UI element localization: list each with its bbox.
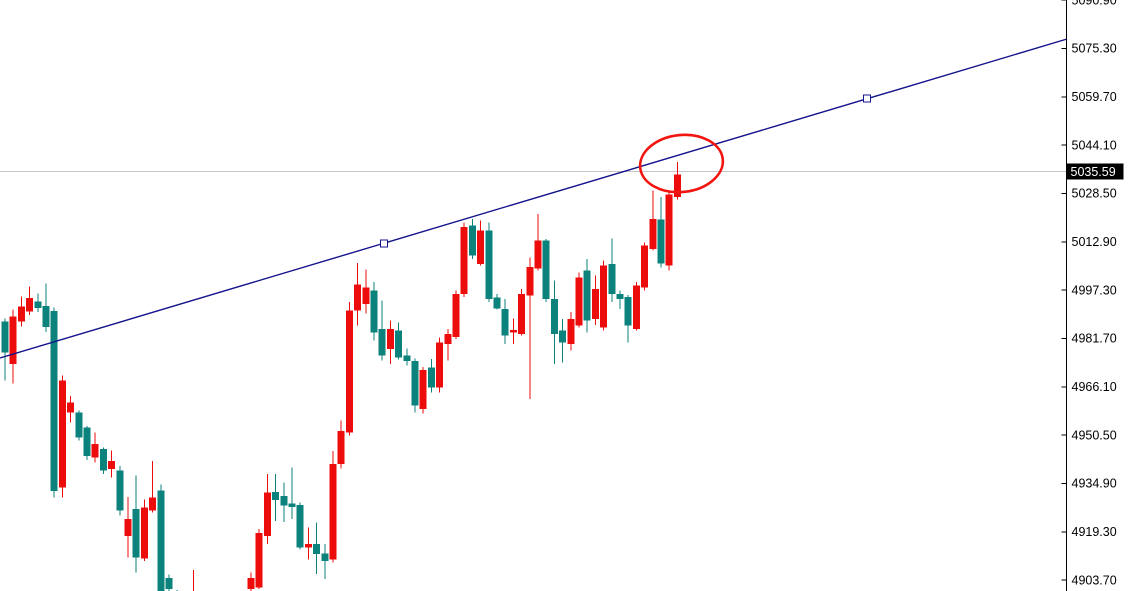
bull-candle-body <box>255 533 263 588</box>
bear-candle-body <box>34 301 42 308</box>
bull-candle-body <box>600 265 608 328</box>
bull-candle-body <box>509 330 517 333</box>
price-tick-label: 5090.90 <box>1072 0 1117 7</box>
bid-price-label: 5035.59 <box>1071 165 1116 179</box>
bear-candle-body <box>485 230 493 299</box>
bull-candle-body <box>304 544 312 548</box>
price-tick-label: 4997.30 <box>1072 283 1117 297</box>
price-tick-label: 5012.90 <box>1072 235 1117 249</box>
bear-candle-body <box>583 270 591 321</box>
bull-candle-body <box>641 245 649 288</box>
bear-candle-body <box>296 504 304 548</box>
bull-candle-body <box>124 519 132 536</box>
trendline-handle[interactable] <box>379 239 389 248</box>
bull-candle-body <box>518 293 526 334</box>
bear-candle-body <box>165 577 173 589</box>
bear-candle-body <box>83 427 91 456</box>
bear-candle-body <box>288 503 296 507</box>
bear-candle-body <box>99 449 107 471</box>
price-tick-label: 5028.50 <box>1072 187 1117 201</box>
bull-candle-body <box>444 334 452 345</box>
bear-candle-body <box>624 297 632 326</box>
bull-candle-body <box>362 287 370 304</box>
bull-candle-body <box>419 370 427 410</box>
bear-candle-body <box>313 544 321 555</box>
bear-candle-body <box>1 321 9 353</box>
price-tick-label: 4919.30 <box>1072 525 1117 539</box>
bear-candle-body <box>50 311 58 491</box>
price-tick-label: 4934.90 <box>1072 477 1117 491</box>
bear-candle-body <box>427 367 435 388</box>
bull-candle-body <box>452 293 460 338</box>
bull-candle-body <box>436 342 444 388</box>
bull-candle-body <box>534 240 542 269</box>
price-tick-label: 4981.70 <box>1072 332 1117 346</box>
bull-candle-body <box>354 284 362 311</box>
bull-candle-body <box>17 306 25 322</box>
bull-candle-body <box>91 444 99 458</box>
bull-candle-body <box>386 328 394 349</box>
bull-candle-body <box>665 194 673 266</box>
bull-candle-body <box>575 277 583 326</box>
bull-candle-body <box>9 316 17 364</box>
bull-candle-body <box>263 492 271 536</box>
price-tick-label: 4966.10 <box>1072 380 1117 394</box>
bear-candle-body <box>501 309 509 336</box>
bear-candle-body <box>403 355 411 362</box>
bear-candle-body <box>280 495 288 506</box>
bull-candle-body <box>460 227 468 294</box>
bear-candle-body <box>411 361 419 406</box>
ellipse-annotation[interactable] <box>637 131 726 196</box>
bear-candle-body <box>132 508 140 558</box>
bear-candle-body <box>272 491 280 501</box>
price-tick-label: 5075.30 <box>1072 42 1117 56</box>
bear-candle-body <box>542 240 550 299</box>
bull-candle-body <box>567 318 575 345</box>
trendline[interactable] <box>0 38 1068 359</box>
bull-candle-body <box>337 430 345 464</box>
price-tick-label: 5059.70 <box>1072 90 1117 104</box>
bear-candle-body <box>370 290 378 333</box>
bear-candle-body <box>157 490 165 591</box>
bear-candle-body <box>42 305 50 327</box>
price-tick-label: 4903.70 <box>1072 573 1117 587</box>
bull-candle-body <box>247 578 255 590</box>
bull-candle-body <box>108 460 116 470</box>
bull-candle-body <box>673 174 681 198</box>
price-tick-label: 5044.10 <box>1072 138 1117 152</box>
bull-candle-body <box>632 285 640 329</box>
bull-candle-body <box>477 230 485 264</box>
bull-candle-body <box>58 380 66 488</box>
bear-candle-body <box>75 412 83 438</box>
trendline-handle[interactable] <box>862 94 872 103</box>
bull-candle-body <box>26 298 34 312</box>
bull-candle-body <box>649 218 657 249</box>
bull-candle-body <box>345 310 353 433</box>
bull-candle-body <box>591 288 599 319</box>
bear-candle-body <box>550 298 558 334</box>
bull-candle-body <box>140 507 148 559</box>
bear-candle-body <box>395 330 403 358</box>
bear-candle-body <box>116 470 124 511</box>
bull-candle-body <box>329 463 337 560</box>
bear-candle-body <box>608 263 616 294</box>
bear-candle-body <box>468 225 476 256</box>
bid-price-tag <box>1066 163 1124 180</box>
bull-candle-body <box>67 402 75 413</box>
price-tag-overlay: 5035.59 <box>1066 163 1124 180</box>
bear-candle-body <box>321 553 329 561</box>
bull-candle-body <box>149 497 157 511</box>
bear-candle-body <box>378 328 386 356</box>
bear-candle-body <box>657 219 665 264</box>
price-tick-label: 4950.50 <box>1072 428 1117 442</box>
bear-candle-body <box>559 330 567 343</box>
bear-candle-body <box>493 297 501 309</box>
bull-candle-body <box>526 267 534 296</box>
bear-candle-body <box>616 293 624 299</box>
